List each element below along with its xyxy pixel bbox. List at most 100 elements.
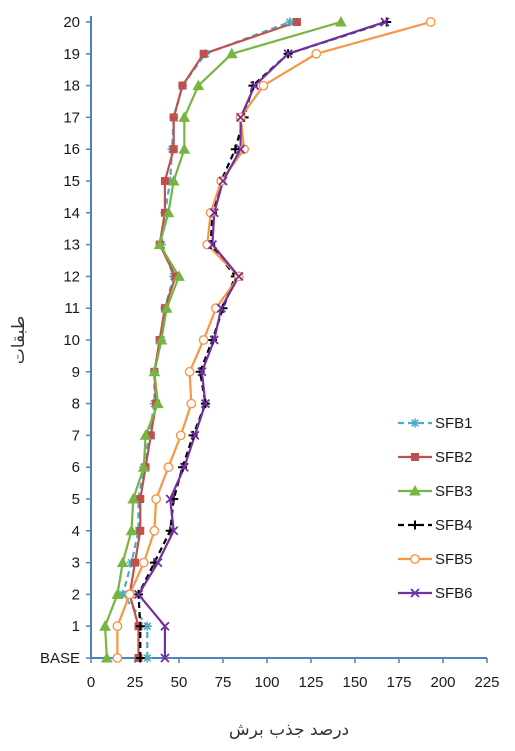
y-tick-label: 7 bbox=[72, 427, 80, 444]
data-point-sfb2 bbox=[169, 113, 178, 122]
data-point-sfb6 bbox=[235, 112, 246, 123]
data-point-sfb6 bbox=[234, 271, 244, 282]
y-tick-label: 5 bbox=[72, 491, 80, 508]
data-point-sfb6 bbox=[235, 144, 246, 154]
data-point-sfb3 bbox=[116, 556, 129, 568]
y-tick-label: 2 bbox=[72, 586, 80, 603]
y-tick-label: 8 bbox=[72, 396, 80, 413]
data-point-sfb6 bbox=[250, 80, 260, 91]
y-tick-label: BASE bbox=[40, 650, 80, 667]
data-point-sfb6 bbox=[207, 239, 218, 250]
data-point-sfb3 bbox=[225, 47, 238, 59]
x-tick-label: 225 bbox=[474, 674, 499, 691]
data-point-sfb2 bbox=[136, 495, 145, 503]
y-tick-label: 15 bbox=[63, 173, 80, 190]
legend-item-sfb3: SFB3 bbox=[398, 483, 473, 500]
data-point-sfb6 bbox=[133, 589, 144, 600]
data-point-sfb3 bbox=[99, 620, 111, 631]
data-point-sfb2 bbox=[136, 526, 145, 535]
y-tick-label: 9 bbox=[72, 364, 80, 381]
data-point-sfb1 bbox=[142, 653, 152, 663]
data-point-sfb5 bbox=[149, 525, 160, 536]
y-tick-label: 11 bbox=[64, 300, 80, 317]
legend-marker bbox=[410, 554, 420, 564]
data-point-sfb6 bbox=[209, 335, 219, 345]
data-point-sfb6 bbox=[200, 398, 211, 409]
y-tick-label: 13 bbox=[63, 237, 80, 254]
data-point-sfb3 bbox=[335, 15, 347, 27]
data-point-sfb5 bbox=[184, 366, 195, 377]
y-tick-label: 14 bbox=[63, 205, 80, 222]
legend-label: SFB5 bbox=[435, 551, 473, 568]
y-tick-label: 20 bbox=[63, 14, 80, 31]
data-point-sfb6 bbox=[169, 526, 179, 536]
data-point-sfb5 bbox=[151, 494, 162, 504]
legend-label: SFB2 bbox=[435, 449, 473, 466]
data-point-sfb2 bbox=[160, 177, 169, 185]
data-point-sfb3 bbox=[155, 333, 168, 345]
data-point-sfb4 bbox=[135, 621, 145, 631]
data-point-sfb4 bbox=[230, 144, 240, 154]
data-point-sfb3 bbox=[173, 270, 185, 281]
data-point-sfb6 bbox=[283, 49, 293, 59]
data-point-sfb5 bbox=[186, 398, 197, 409]
x-tick-label: 50 bbox=[171, 674, 188, 691]
data-point-sfb5 bbox=[138, 557, 149, 568]
y-tick-label: 12 bbox=[63, 268, 80, 285]
data-point-sfb2 bbox=[131, 558, 139, 567]
data-point-sfb5 bbox=[258, 80, 269, 91]
y-tick-label: 6 bbox=[72, 459, 80, 476]
x-tick-label: 150 bbox=[342, 674, 367, 691]
data-point-sfb3 bbox=[152, 397, 164, 409]
legend-label: SFB1 bbox=[435, 415, 473, 432]
data-point-sfb2 bbox=[169, 145, 178, 154]
data-point-sfb6 bbox=[190, 430, 200, 441]
data-point-sfb6 bbox=[209, 208, 219, 218]
data-point-sfb6 bbox=[218, 176, 228, 186]
data-point-sfb5 bbox=[175, 430, 186, 441]
data-point-sfb5 bbox=[112, 653, 123, 663]
legend-label: SFB3 bbox=[435, 483, 473, 500]
data-point-sfb6 bbox=[216, 303, 226, 313]
y-tick-label: 18 bbox=[63, 78, 80, 95]
data-point-sfb4 bbox=[382, 17, 392, 27]
legend-item-sfb5: SFB5 bbox=[398, 551, 473, 568]
data-point-sfb6 bbox=[160, 653, 170, 663]
data-point-sfb1 bbox=[165, 176, 175, 186]
y-tick-label: 16 bbox=[63, 141, 80, 158]
data-point-sfb1 bbox=[285, 17, 295, 27]
legend-item-sfb1: SFB1 bbox=[398, 415, 473, 432]
x-tick-label: 100 bbox=[254, 674, 279, 691]
data-point-sfb2 bbox=[178, 81, 187, 90]
data-point-sfb2 bbox=[292, 18, 301, 26]
data-point-sfb3 bbox=[178, 143, 191, 154]
legend: SFB1 SFB2 SFB3 SFB4 SFB5 SFB6 bbox=[398, 415, 473, 602]
legend-marker bbox=[410, 588, 420, 598]
series-markers bbox=[99, 15, 436, 663]
data-point-sfb6 bbox=[153, 557, 163, 568]
legend-item-sfb6: SFB6 bbox=[398, 585, 473, 602]
x-tick-label: 0 bbox=[87, 674, 95, 691]
data-point-sfb3 bbox=[137, 461, 150, 472]
data-point-sfb3 bbox=[160, 302, 173, 313]
x-tick-label: 125 bbox=[298, 674, 323, 691]
legend-marker bbox=[409, 484, 421, 496]
y-tick-label: 3 bbox=[72, 555, 80, 572]
data-point-sfb5 bbox=[112, 621, 123, 632]
data-point-sfb6 bbox=[160, 621, 170, 631]
data-point-sfb6 bbox=[179, 462, 189, 472]
data-point-sfb5 bbox=[198, 335, 209, 345]
data-point-sfb5 bbox=[163, 462, 174, 473]
data-point-sfb3 bbox=[111, 588, 124, 599]
x-axis-title: درصد جذب برش bbox=[229, 720, 349, 740]
data-point-sfb3 bbox=[100, 651, 113, 663]
data-point-sfb5 bbox=[216, 176, 227, 186]
y-tick-label: 10 bbox=[63, 332, 80, 349]
data-point-sfb1 bbox=[118, 589, 128, 599]
data-point-sfb2 bbox=[199, 49, 208, 58]
data-point-sfb5 bbox=[311, 48, 322, 59]
data-point-sfb3 bbox=[178, 111, 191, 122]
data-point-sfb3 bbox=[125, 524, 138, 536]
